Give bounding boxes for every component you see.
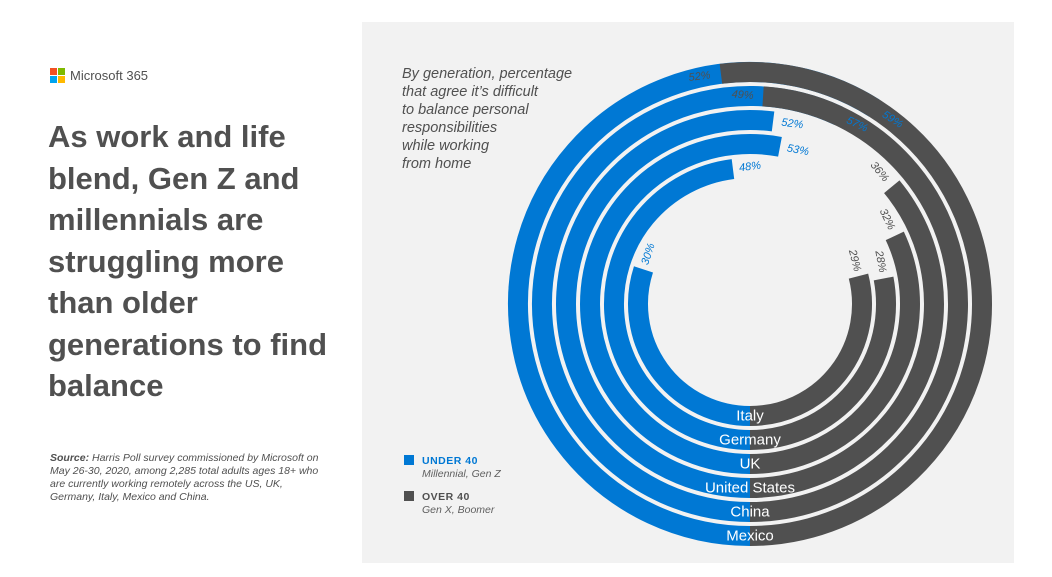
category-label-mexico: Mexico (726, 528, 774, 545)
category-label-united-states: United States (705, 480, 795, 497)
value-label-over40-italy: 29% (846, 247, 863, 272)
chart-title-line: that agree it’s difficult (402, 84, 539, 100)
ring-under40-united-states (556, 110, 775, 498)
category-label-uk: UK (740, 456, 761, 473)
logo-square-green (58, 68, 65, 75)
ring-over40-united-states (749, 180, 944, 498)
ring-over40-germany (749, 276, 896, 450)
microsoft-logo-icon (50, 68, 65, 83)
category-label-italy: Italy (736, 408, 764, 425)
chart-title-line: while working (402, 138, 489, 154)
source-label: Source: (50, 452, 90, 464)
legend-sub-under-40: Millennial, Gen Z (422, 468, 501, 480)
value-label-over40-germany: 28% (872, 249, 888, 274)
value-label-under40-germany: 48% (738, 160, 762, 175)
ring-under40-germany (604, 159, 751, 450)
chart-title-line: By generation, percentage (402, 66, 572, 82)
value-label-under40-italy: 30% (639, 242, 657, 267)
ring-over40-italy (749, 273, 872, 426)
value-label-over40-united-states: 36% (868, 160, 891, 185)
value-label-under40-uk: 53% (786, 142, 810, 158)
legend-swatch-over-40 (404, 491, 414, 501)
brand-name: Microsoft 365 (70, 68, 149, 83)
logo-square-blue (50, 76, 57, 83)
brand: Microsoft 365 (50, 68, 148, 83)
legend-label-under-40: UNDER 40 (422, 455, 478, 467)
source-note: Source: Harris Poll survey commissioned … (50, 452, 320, 504)
headline: As work and life blend, Gen Z and millen… (48, 119, 327, 403)
source-text: Harris Poll survey commissioned by Micro… (50, 452, 319, 503)
logo-square-red (50, 68, 57, 75)
ring-over40-uk (749, 231, 920, 474)
chart-title-line: responsibilities (402, 120, 497, 136)
value-label-over40-china: 49% (731, 89, 754, 102)
legend-label-over-40: OVER 40 (422, 491, 470, 503)
ring-over40-china (749, 86, 968, 522)
legend-swatch-under-40 (404, 455, 414, 465)
ring-over40-mexico (719, 62, 992, 546)
chart-title-line: to balance personal (402, 102, 529, 118)
value-label-under40-united-states: 52% (781, 117, 805, 132)
category-label-germany: Germany (719, 432, 781, 449)
value-label-over40-uk: 32% (877, 207, 897, 232)
legend-sub-over-40: Gen X, Boomer (422, 504, 495, 516)
left-panel: Microsoft 365 As work and life blend, Ge… (0, 0, 362, 577)
ring-under40-china (532, 86, 843, 522)
chart-title-line: from home (402, 156, 471, 172)
logo-square-yellow (58, 76, 65, 83)
value-label-over40-mexico: 52% (688, 69, 712, 84)
ring-under40-uk (580, 134, 782, 474)
ring-under40-italy (628, 266, 751, 426)
radial-bar-chart: 30% 29% Italy 48% 28% Germany 53% 32% UK 52% 36% Un… (402, 62, 992, 546)
category-label-china: China (730, 504, 770, 521)
